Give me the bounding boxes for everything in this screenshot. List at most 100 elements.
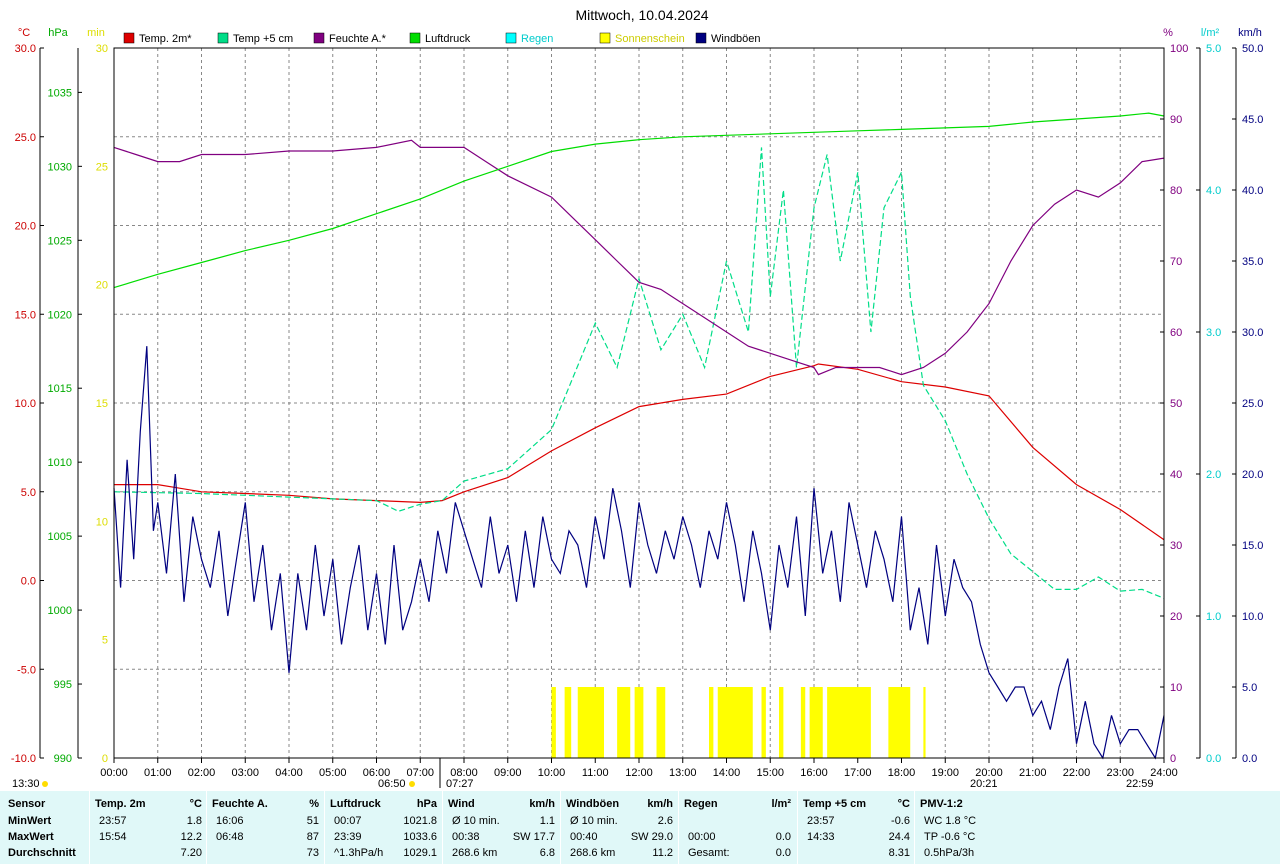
table-cell-left: WC 1.8 °C <box>924 815 977 827</box>
table-cell-left: 16:06 <box>216 815 244 827</box>
sunshine-bar <box>656 687 666 758</box>
humidity-tick-label: 90 <box>1170 114 1182 126</box>
axis-unit-labels: °C hPa min% l/m² km/h <box>18 27 1262 39</box>
legend-swatch <box>599 32 611 44</box>
sunshine-bars <box>551 687 926 758</box>
grid <box>114 48 1164 758</box>
series-line-luftdruck <box>113 112 1165 289</box>
sunshine-tick-label: 0 <box>102 753 108 765</box>
table-cell-left: 00:00 <box>688 831 716 843</box>
table-cell-value: 51 <box>306 815 319 827</box>
table-cell-value: 73 <box>306 847 319 859</box>
temp-tick-label: 15.0 <box>15 309 36 321</box>
table-header-label: Feuchte A. <box>212 798 268 810</box>
x-tick-label: 12:00 <box>625 767 653 779</box>
temp-tick-label: 10.0 <box>15 398 36 410</box>
sunshine-bar <box>800 687 806 758</box>
sunshine-bar <box>564 687 572 758</box>
x-tick-label: 14:00 <box>713 767 741 779</box>
rain-tick-label: 2.0 <box>1206 469 1221 481</box>
temp-tick-label: 5.0 <box>21 487 36 499</box>
table-header-label: Sensor <box>8 798 46 810</box>
series-lines <box>113 112 1165 760</box>
humidity-tick-label: 60 <box>1170 327 1182 339</box>
table-cell-left: 15:54 <box>99 831 127 843</box>
table-cell-left: 06:48 <box>216 831 244 843</box>
x-tick-label: 18:00 <box>888 767 916 779</box>
wind-tick-label: 35.0 <box>1242 256 1263 268</box>
table-cell-value: 11.2 <box>652 847 673 859</box>
table-header-label: Windböen <box>566 798 620 810</box>
table-cell-left: 23:39 <box>334 831 362 843</box>
pressure-tick-label: 1025 <box>48 235 72 247</box>
wind-tick-label: 45.0 <box>1242 114 1263 126</box>
table-separator <box>797 791 798 864</box>
table-cell-left: 268.6 km <box>452 847 498 859</box>
table-header-label: Regen <box>684 798 718 810</box>
wind-tick-label: 25.0 <box>1242 398 1263 410</box>
legend-swatch <box>217 32 229 44</box>
table-header-unit: l/m² <box>771 798 791 810</box>
pressure-tick-label: 1015 <box>48 383 72 395</box>
chart-title: Mittwoch, 10.04.2024 <box>575 7 708 23</box>
x-tick-label: 00:00 <box>100 767 128 779</box>
pressure-tick-label: 1035 <box>48 87 72 99</box>
pressure-tick-label: 1030 <box>48 161 72 173</box>
rain-tick-label: 1.0 <box>1206 611 1221 623</box>
table-separator <box>89 791 90 864</box>
table-header-unit: °C <box>897 798 910 810</box>
table-header-label: Luftdruck <box>330 798 381 810</box>
table-cell-value: 1029.1 <box>403 847 437 859</box>
pressure-tick-label: 1000 <box>48 605 72 617</box>
table-separator <box>560 791 561 864</box>
pressure-tick-label: 1010 <box>48 457 72 469</box>
table-cell-value: 12.2 <box>180 831 202 843</box>
legend-label: Luftdruck <box>425 33 471 45</box>
axis-ticks: 00:00 01:00 02:00 03:00 04:00 05:00 06:00 07:00… <box>11 43 1264 779</box>
table-header-unit: % <box>309 798 319 810</box>
temp-tick-label: 0.0 <box>21 576 36 588</box>
temp-tick-label: -5.0 <box>17 664 36 676</box>
x-tick-label: 06:00 <box>363 767 391 779</box>
table-cell-value: 0.0 <box>775 847 791 859</box>
x-tick-label: 08:00 <box>450 767 478 779</box>
wind-tick-label: 15.0 <box>1242 540 1263 552</box>
x-tick-label: 16:00 <box>800 767 828 779</box>
time-markers: 13:30 06:50 07:27 20:21 22:59 <box>12 758 1154 790</box>
pressure-tick-label: 1005 <box>48 531 72 543</box>
table-cell-value: 1.8 <box>186 815 202 827</box>
humidity-tick-label: 50 <box>1170 398 1182 410</box>
legend-label: Feuchte A.* <box>329 33 387 45</box>
table-cell-left: TP -0.6 °C <box>924 831 976 843</box>
table-cell-left: 00:38 <box>452 831 480 843</box>
x-tick-label: 23:00 <box>1106 767 1134 779</box>
sunshine-bar <box>888 687 911 758</box>
x-tick-label: 13:00 <box>669 767 697 779</box>
temp-tick-label: -10.0 <box>11 753 36 765</box>
time-marker-right: 22:59 <box>1126 778 1154 790</box>
weather-chart: Mittwoch, 10.04.2024 °C hPa min% l/m² km/h T… <box>10 7 1264 790</box>
humidity-tick-label: 20 <box>1170 611 1182 623</box>
sunshine-tick-label: 10 <box>96 516 108 528</box>
sunshine-tick-label: 25 <box>96 161 108 173</box>
table-cell-value: 0.0 <box>775 831 791 843</box>
table-header-unit: km/h <box>529 798 555 810</box>
table-cell-value: 1.1 <box>539 815 555 827</box>
x-tick-label: 03:00 <box>231 767 259 779</box>
sunshine-bar <box>577 687 604 758</box>
legend-swatch <box>313 32 325 44</box>
x-tick-label: 24:00 <box>1150 767 1178 779</box>
x-tick-label: 01:00 <box>144 767 172 779</box>
series-line-temp-2m- <box>114 363 1165 541</box>
x-tick-label: 05:00 <box>319 767 347 779</box>
wind-unit-label: km/h <box>1238 27 1262 39</box>
sunshine-unit-label: min <box>87 27 105 39</box>
legend-swatch <box>695 32 707 44</box>
statistics-table: Sensor Temp. 2m °C Feuchte A.% Luftdruck hPa W… <box>0 791 1280 864</box>
rain-tick-label: 0.0 <box>1206 753 1221 765</box>
sunshine-bar <box>779 687 784 758</box>
sunshine-tick-label: 5 <box>102 635 108 647</box>
sun-dot <box>42 781 48 787</box>
wind-tick-label: 0.0 <box>1242 753 1257 765</box>
table-cell-left: 14:33 <box>807 831 835 843</box>
